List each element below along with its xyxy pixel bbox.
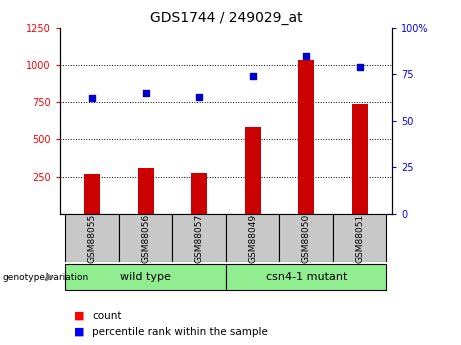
Bar [191, 173, 207, 214]
Text: wild type: wild type [120, 272, 171, 282]
Text: GSM88055: GSM88055 [88, 214, 96, 263]
Bar [84, 174, 100, 214]
Text: ■: ■ [74, 327, 84, 337]
Text: genotype/variation: genotype/variation [2, 273, 89, 282]
Text: GSM88056: GSM88056 [141, 214, 150, 263]
Bar [279, 214, 333, 262]
Text: GSM88057: GSM88057 [195, 214, 204, 263]
Bar [119, 214, 172, 262]
Point [356, 64, 363, 69]
Text: GSM88051: GSM88051 [355, 214, 364, 263]
Text: GSM88049: GSM88049 [248, 214, 257, 263]
Bar [137, 168, 154, 214]
Title: GDS1744 / 249029_at: GDS1744 / 249029_at [149, 11, 302, 25]
Bar [172, 214, 226, 262]
Point [142, 90, 149, 96]
Text: csn4-1 mutant: csn4-1 mutant [266, 272, 347, 282]
Point [249, 73, 256, 79]
Bar [65, 214, 119, 262]
Bar [298, 60, 314, 214]
Bar [245, 127, 260, 214]
Bar [226, 214, 279, 262]
Bar [352, 104, 368, 214]
Bar [226, 264, 386, 290]
Text: percentile rank within the sample: percentile rank within the sample [92, 327, 268, 337]
Point [89, 96, 96, 101]
Text: count: count [92, 311, 122, 321]
Point [302, 53, 310, 58]
Text: ▶: ▶ [46, 272, 54, 282]
Bar [333, 214, 386, 262]
Text: GSM88050: GSM88050 [301, 214, 311, 263]
Point [195, 94, 203, 99]
Bar [65, 264, 226, 290]
Text: ■: ■ [74, 311, 84, 321]
